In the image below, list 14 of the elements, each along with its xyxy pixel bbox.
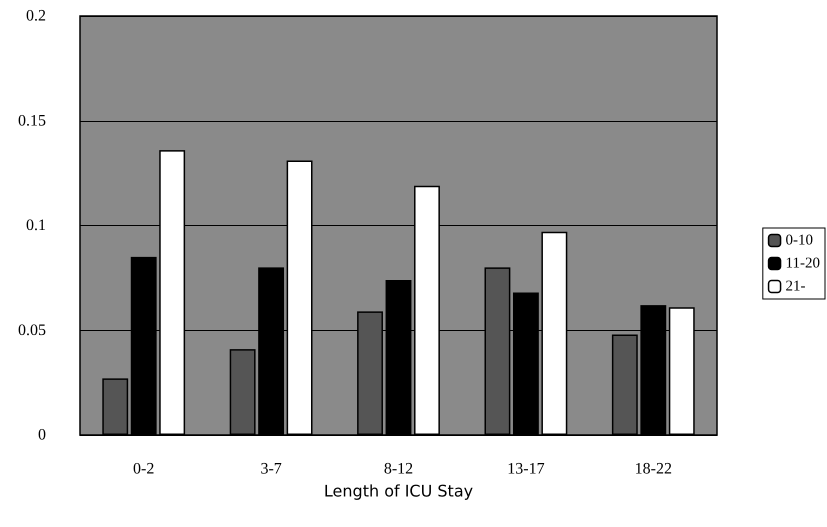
- legend-label: 0-10: [786, 232, 814, 248]
- legend-label: 21-: [786, 278, 806, 294]
- y-tick-label: 0.15: [18, 112, 46, 130]
- x-tick-label: 13-17: [507, 460, 545, 478]
- y-tick-label: 0.2: [26, 8, 46, 24]
- x-tick-label: 3-7: [260, 460, 282, 478]
- y-tick-label: 0: [38, 426, 46, 444]
- x-tick-label: 18-22: [634, 460, 672, 478]
- x-tick-label: 8-12: [384, 460, 414, 478]
- y-tick-label: 0.05: [18, 322, 46, 339]
- x-tick-label: 0-2: [133, 460, 154, 478]
- y-tick-label: 0.1: [26, 217, 46, 234]
- legend-label: 11-20: [786, 256, 820, 272]
- x-axis-title: Length of ICU Stay: [324, 482, 474, 500]
